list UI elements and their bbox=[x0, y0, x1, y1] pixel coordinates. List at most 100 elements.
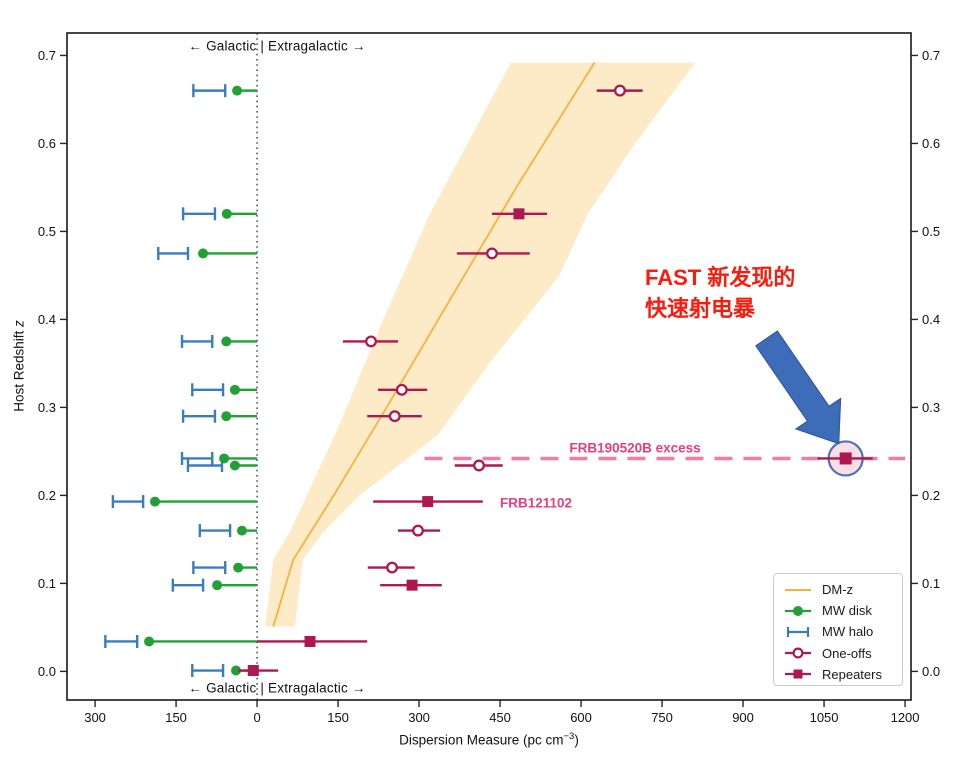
mw-halo-errorbar-swatch bbox=[786, 626, 810, 637]
mw-disk-point bbox=[219, 453, 258, 464]
legend-item-mw-disk: MW disk bbox=[783, 600, 902, 621]
dm-z-line-swatch bbox=[785, 588, 811, 591]
galactic-extragalactic-annotation-top: ← Galactic | Extragalactic → bbox=[188, 38, 366, 54]
mw-halo-errorbar bbox=[198, 524, 232, 538]
mw-disk-point bbox=[221, 336, 258, 347]
mw-disk-series bbox=[144, 85, 258, 676]
mw-halo-errorbar bbox=[181, 207, 217, 221]
legend-label-dm-z: DM-z bbox=[822, 582, 854, 598]
repeater-point bbox=[238, 665, 279, 677]
legend-label-mw-disk: MW disk bbox=[822, 603, 872, 619]
y-axis-title-text: Host Redshift bbox=[11, 326, 27, 412]
x-tick-label: 600 bbox=[570, 710, 592, 725]
y-tick-label-right: 0.0 bbox=[922, 664, 940, 679]
one-off-point bbox=[367, 561, 415, 574]
one-off-point bbox=[596, 84, 643, 97]
mw-halo-errorbar bbox=[111, 495, 145, 509]
mw-disk-point bbox=[232, 85, 258, 96]
y-tick-label-right: 0.2 bbox=[922, 488, 940, 503]
legend: DM-z MW disk MW halo One-offs bbox=[773, 573, 903, 686]
x-tick-label: 300 bbox=[408, 710, 430, 725]
x-tick-label: 300 bbox=[84, 710, 106, 725]
x-tick-label: 150 bbox=[165, 710, 187, 725]
mw-disk-point bbox=[212, 580, 258, 591]
x-axis-title-close: ) bbox=[574, 732, 579, 748]
y-tick-label-left: 0.2 bbox=[38, 488, 56, 503]
mw-halo-errorbar bbox=[181, 409, 217, 423]
axis-ticks: 300 150 0 150 300 450 600 750 900 1050 1200 0.0 0.0 0… bbox=[38, 48, 940, 725]
repeaters-marker-swatch bbox=[785, 669, 811, 679]
repeater-point bbox=[491, 208, 548, 220]
x-tick-label: 1200 bbox=[891, 710, 920, 725]
mw-disk-point bbox=[229, 384, 258, 395]
y-tick-label-left: 0.4 bbox=[38, 312, 56, 327]
fast-discovery-line2: 快速射电暴 bbox=[645, 296, 756, 321]
mw-disk-point bbox=[144, 636, 258, 647]
mw-halo-errorbar bbox=[192, 84, 227, 98]
y-tick-label-left: 0.5 bbox=[38, 224, 56, 239]
x-tick-label: 0 bbox=[253, 710, 260, 725]
y-tick-label-right: 0.4 bbox=[922, 312, 940, 327]
frame bbox=[66, 32, 912, 701]
legend-item-mw-halo: MW halo bbox=[783, 621, 902, 642]
mw-disk-point bbox=[221, 411, 258, 422]
mw-disk-point bbox=[229, 460, 258, 471]
repeater-point bbox=[380, 579, 442, 591]
repeater-point-frb190520b bbox=[817, 452, 873, 465]
x-tick-label: 1050 bbox=[810, 710, 839, 725]
y-tick-label-left: 0.7 bbox=[38, 48, 56, 63]
mw-disk-point bbox=[150, 496, 258, 507]
y-tick-label-left: 0.6 bbox=[38, 136, 56, 151]
x-tick-label: 750 bbox=[651, 710, 673, 725]
y-tick-label-left: 0.3 bbox=[38, 400, 56, 415]
mw-halo-errorbar bbox=[157, 246, 190, 260]
legend-item-one-offs: One-offs bbox=[783, 643, 902, 664]
mw-disk-point bbox=[221, 208, 258, 219]
mw-halo-errorbar bbox=[186, 458, 224, 472]
plot-frame bbox=[66, 32, 912, 701]
one-off-point bbox=[367, 410, 422, 423]
one-off-point bbox=[398, 524, 441, 537]
y-tick-label-left: 0.0 bbox=[38, 664, 56, 679]
y-tick-label-right: 0.1 bbox=[922, 576, 940, 591]
x-axis-title-exponent: −3 bbox=[563, 730, 575, 742]
frb190520b-excess-label: FRB190520B excess bbox=[569, 440, 701, 456]
y-axis-title-symbol: z bbox=[11, 320, 27, 327]
mw-halo-errorbar bbox=[171, 578, 205, 592]
y-tick-label-right: 0.3 bbox=[922, 400, 940, 415]
repeater-point-frb121102 bbox=[373, 496, 483, 508]
mw-halo-errorbar bbox=[180, 451, 214, 465]
legend-item-dm-z: DM-z bbox=[783, 579, 902, 600]
y-tick-label-right: 0.5 bbox=[922, 224, 940, 239]
fast-discovery-line1: FAST 新发现的 bbox=[645, 265, 796, 290]
dm-z-confidence-band bbox=[265, 62, 696, 627]
y-tick-label-left: 0.1 bbox=[38, 576, 56, 591]
mw-halo-errorbar bbox=[180, 334, 214, 348]
legend-label-mw-halo: MW halo bbox=[822, 624, 874, 640]
x-tick-label: 150 bbox=[327, 710, 349, 725]
mw-halo-errorbar bbox=[191, 383, 225, 397]
one-off-point bbox=[342, 335, 399, 348]
one-off-point bbox=[378, 383, 428, 396]
mw-halo-series bbox=[104, 84, 232, 678]
repeater-point bbox=[257, 635, 368, 647]
legend-item-repeaters: Repeaters bbox=[783, 664, 902, 685]
y-tick-label-right: 0.6 bbox=[922, 136, 940, 151]
frb121102-label: FRB121102 bbox=[500, 495, 573, 511]
one-offs-series bbox=[342, 84, 643, 574]
annotation-arrow-icon bbox=[755, 330, 842, 445]
galactic-extragalactic-annotation-bottom: ← Galactic | Extragalactic → bbox=[188, 680, 366, 696]
mw-halo-errorbar bbox=[192, 561, 227, 575]
dm-z-relation-line bbox=[272, 62, 596, 627]
mw-halo-errorbar bbox=[104, 634, 139, 648]
annotation-arrow bbox=[755, 330, 842, 445]
legend-label-repeaters: Repeaters bbox=[822, 666, 882, 682]
one-offs-marker-swatch bbox=[785, 647, 811, 659]
mw-halo-errorbar bbox=[191, 664, 225, 678]
x-tick-label: 450 bbox=[489, 710, 511, 725]
y-axis-title: Host Redshift z bbox=[12, 320, 27, 412]
one-off-point bbox=[454, 459, 503, 472]
one-off-point bbox=[456, 247, 530, 260]
